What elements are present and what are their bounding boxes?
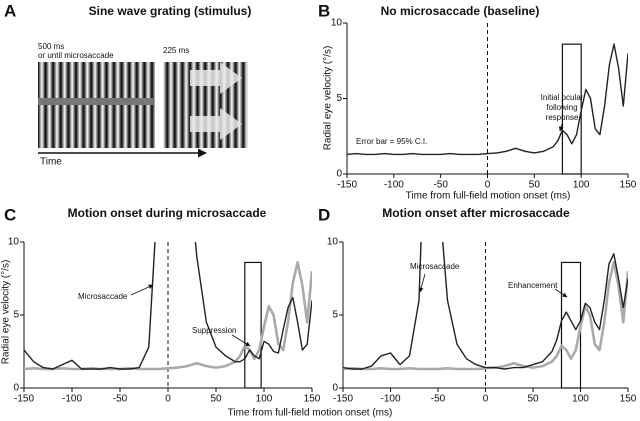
x-tick-label: -50 — [113, 394, 128, 405]
annotation: Error bar = 95% C.I. — [356, 137, 427, 146]
x-axis-label: Time from full-field motion onset (ms) — [228, 408, 393, 419]
y-tick-label: 5 — [336, 93, 342, 104]
annotation: Suppression — [192, 326, 236, 335]
annotation: Initial ocular — [541, 93, 584, 102]
motion-arrow — [190, 62, 242, 94]
panel-letter: C — [4, 205, 16, 224]
annotation-arrow — [554, 288, 568, 298]
series-line — [347, 43, 628, 156]
x-tick-label: -150 — [337, 180, 357, 191]
annotation: Microsaccade — [78, 292, 128, 301]
x-tick-label: -100 — [380, 394, 400, 405]
y-axis-label: Radial eye velocity (°/s) — [1, 260, 12, 365]
annotation: Microsaccade — [410, 262, 460, 271]
x-tick-label: 150 — [620, 394, 637, 405]
annotation: Enhancement — [508, 281, 558, 290]
series-line — [24, 242, 312, 370]
gray-bar — [38, 98, 153, 105]
annotation-arrow — [418, 273, 426, 293]
x-tick-label: 0 — [485, 180, 491, 191]
chart-panel: D Motion onset after microsaccade -150 -100… — [318, 205, 637, 405]
panel-letter: B — [318, 1, 330, 20]
annotation: following — [546, 103, 577, 112]
x-tick-label: 100 — [573, 180, 590, 191]
chart-panel: C Motion onset during microsaccade Time fr… — [1, 205, 393, 419]
y-tick-label: 0 — [13, 383, 19, 394]
y-tick-label: 0 — [332, 383, 338, 394]
x-tick-label: -50 — [433, 180, 448, 191]
x-tick-label: 0 — [483, 394, 489, 405]
panel-title: Sine wave grating (stimulus) — [89, 4, 252, 18]
time-label: Time — [40, 157, 62, 168]
y-tick-label: 10 — [8, 237, 20, 248]
panel-letter: D — [318, 205, 330, 224]
x-tick-label: 100 — [572, 394, 589, 405]
annotation-arrow — [130, 284, 154, 296]
x-tick-label: -100 — [384, 180, 404, 191]
x-tick-label: -150 — [14, 394, 34, 405]
annotation-arrow — [231, 334, 251, 347]
chart-title: No microsaccade (baseline) — [381, 4, 540, 18]
x-tick-label: -50 — [431, 394, 446, 405]
phase-label: 500 ms — [38, 42, 64, 51]
series-line — [343, 261, 628, 371]
x-tick-label: -150 — [333, 394, 353, 405]
x-tick-label: 50 — [529, 180, 541, 191]
y-tick-label: 5 — [13, 310, 19, 321]
annotation: response — [546, 113, 579, 122]
y-tick-label: 10 — [327, 237, 339, 248]
x-tick-label: -100 — [62, 394, 82, 405]
phase-label: 225 ms — [163, 46, 189, 55]
chart-title: Motion onset during microsaccade — [68, 206, 267, 220]
y-axis-label: Radial eye velocity (°/s) — [323, 46, 334, 151]
x-tick-label: 100 — [256, 394, 273, 405]
motion-arrow — [190, 108, 242, 140]
y-tick-label: 0 — [336, 169, 342, 180]
phase-label: or until microsaccade — [38, 51, 114, 60]
x-axis-label: Time from full-field motion onset (ms) — [406, 191, 571, 202]
x-tick-label: 50 — [527, 394, 539, 405]
x-tick-label: 50 — [210, 394, 222, 405]
x-tick-label: 150 — [304, 394, 321, 405]
annotation-arrow — [558, 123, 564, 132]
panel-letter: A — [4, 1, 16, 20]
panel-a: A Sine wave grating (stimulus) 500 ms or… — [4, 1, 251, 167]
chart-panel: B No microsaccade (baseline) Time from ful… — [318, 1, 637, 201]
analysis-window — [244, 261, 262, 389]
series-line — [343, 242, 628, 370]
x-tick-label: 0 — [165, 394, 171, 405]
y-tick-label: 5 — [332, 310, 338, 321]
y-tick-label: 10 — [331, 18, 343, 29]
x-tick-label: 150 — [620, 180, 637, 191]
chart-title: Motion onset after microsaccade — [382, 206, 570, 220]
